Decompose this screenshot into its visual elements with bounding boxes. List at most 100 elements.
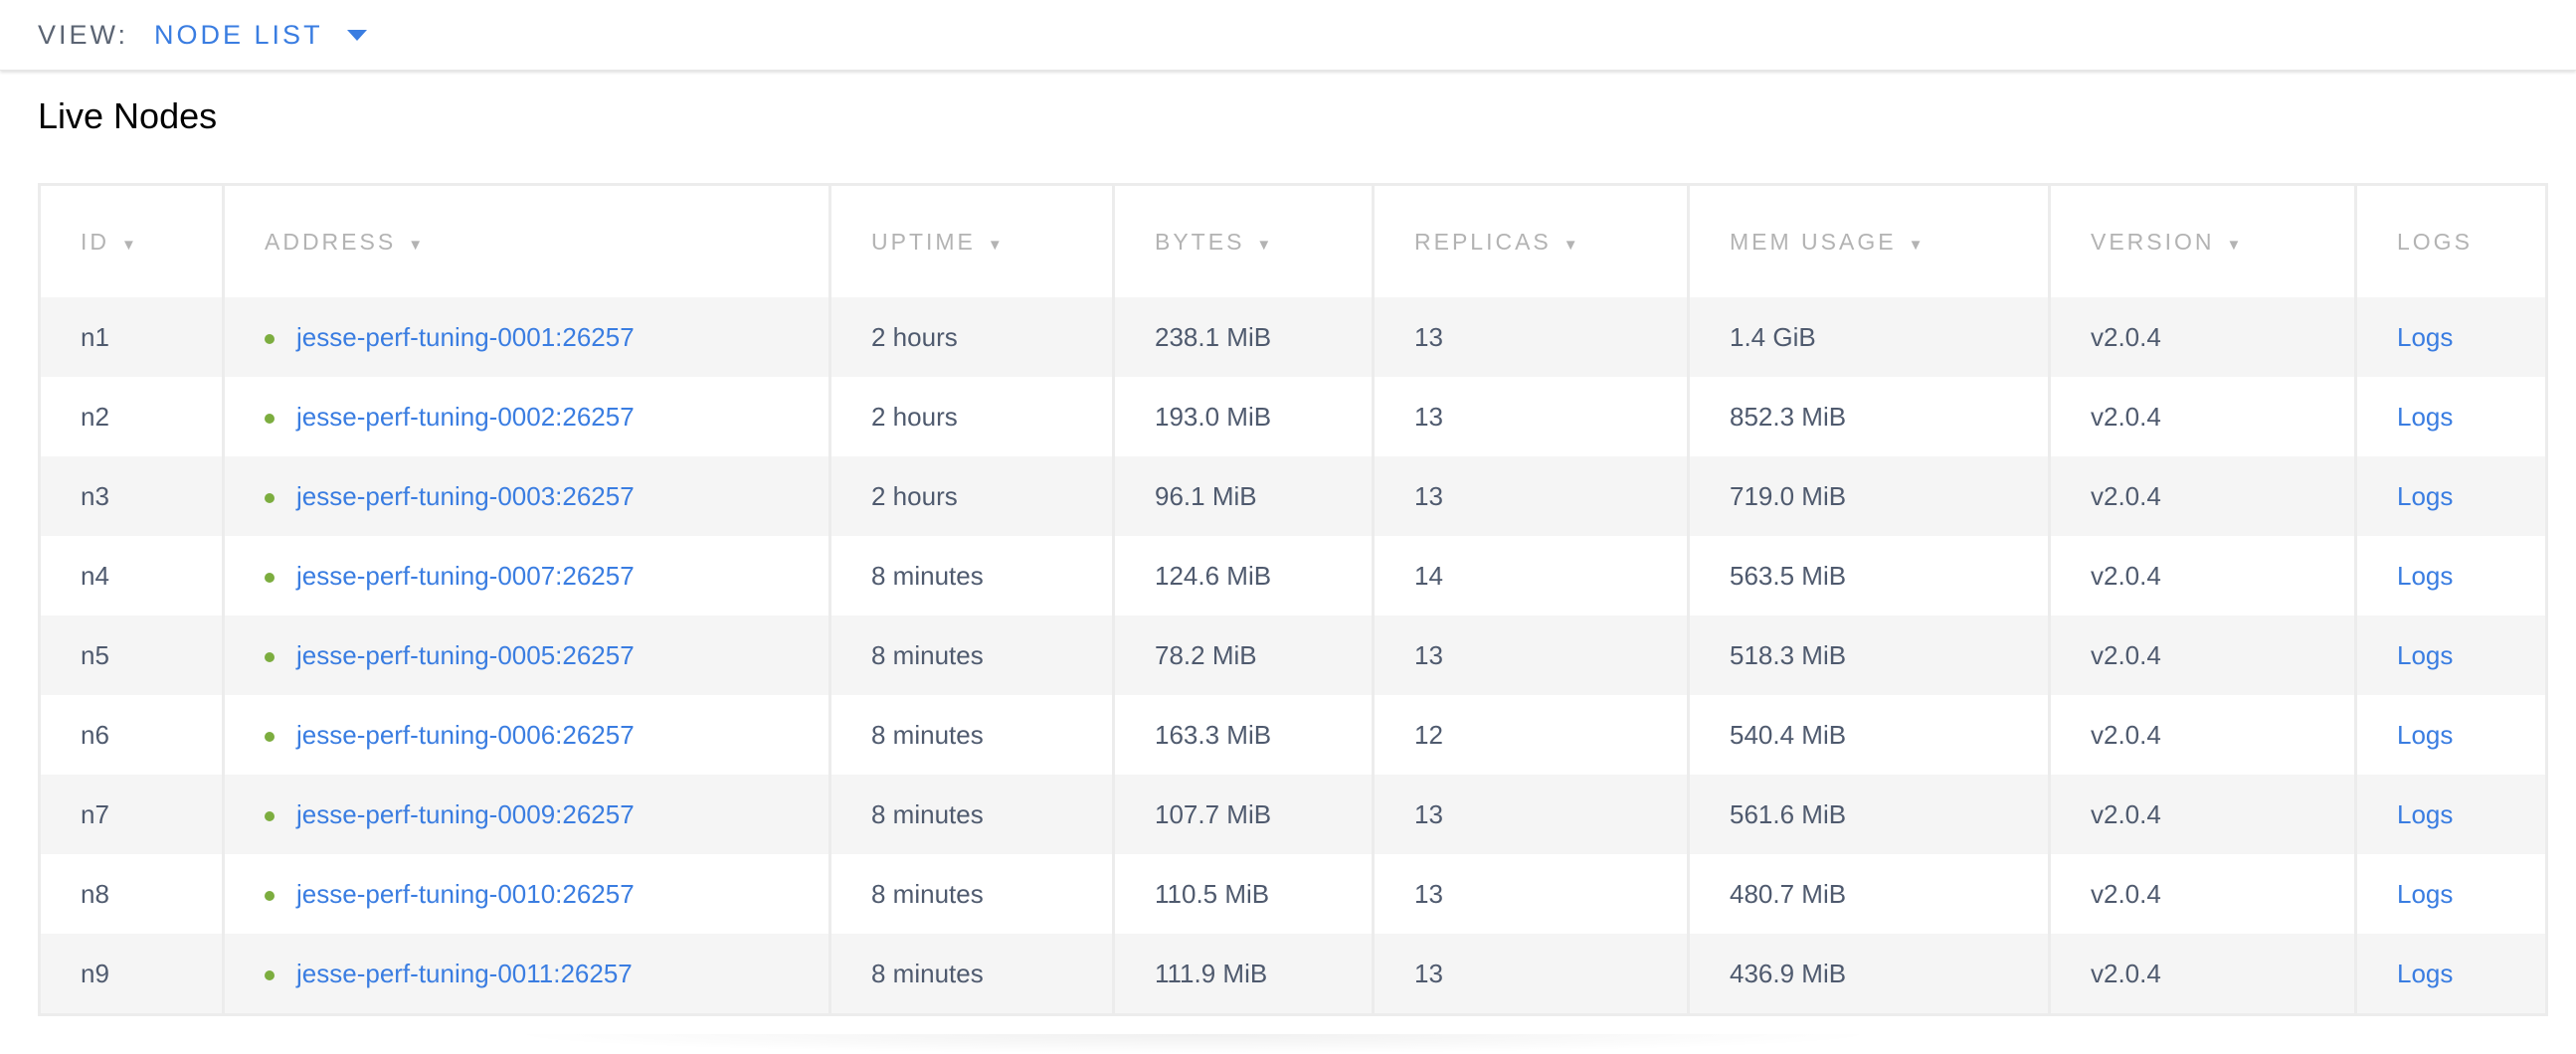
column-header-bytes[interactable]: BYTES ▼	[1112, 184, 1374, 297]
node-address-link[interactable]: jesse-perf-tuning-0002:26257	[296, 401, 635, 432]
node-address-link[interactable]: jesse-perf-tuning-0007:26257	[296, 560, 635, 591]
cell-address: jesse-perf-tuning-0011:26257	[222, 934, 830, 1015]
cell-logs: Logs	[2354, 934, 2547, 1015]
node-address-link[interactable]: jesse-perf-tuning-0001:26257	[296, 321, 635, 352]
node-address-link[interactable]: jesse-perf-tuning-0005:26257	[296, 639, 635, 670]
cell-bytes: 111.9 MiB	[1112, 934, 1374, 1015]
column-header-label: LOGS	[2397, 228, 2473, 255]
table-row: n2 jesse-perf-tuning-0002:26257 2 hours 193…	[38, 377, 2547, 456]
sort-arrow-icon[interactable]: ▼	[121, 236, 136, 254]
sort-arrow-icon[interactable]: ▼	[1908, 236, 1924, 254]
sort-arrow-icon[interactable]: ▼	[987, 236, 1003, 254]
footer-shadow	[497, 1034, 1890, 1054]
cell-version: v2.0.4	[2048, 377, 2356, 456]
table-row: n7 jesse-perf-tuning-0009:26257 8 minutes 1…	[38, 775, 2547, 854]
column-header-uptime[interactable]: UPTIME ▼	[828, 184, 1114, 297]
cell-address: jesse-perf-tuning-0010:26257	[222, 854, 830, 934]
cell-version: v2.0.4	[2048, 934, 2356, 1015]
cell-address: jesse-perf-tuning-0009:26257	[222, 775, 830, 854]
cell-id: n6	[38, 695, 224, 775]
column-header-replicas[interactable]: REPLICAS ▼	[1372, 184, 1689, 297]
logs-link[interactable]: Logs	[2397, 798, 2454, 829]
cell-id: n2	[38, 377, 224, 456]
cell-address: jesse-perf-tuning-0007:26257	[222, 536, 830, 615]
column-header-mem-usage[interactable]: MEM USAGE ▼	[1687, 184, 2050, 297]
column-header-version[interactable]: VERSION ▼	[2048, 184, 2356, 297]
status-live-dot-icon	[265, 572, 275, 583]
cell-mem: 563.5 MiB	[1687, 536, 2050, 615]
cell-address: jesse-perf-tuning-0003:26257	[222, 456, 830, 536]
cell-replicas: 13	[1372, 377, 1689, 456]
logs-link[interactable]: Logs	[2397, 480, 2454, 511]
node-address-link[interactable]: jesse-perf-tuning-0003:26257	[296, 480, 635, 511]
table-row: n4 jesse-perf-tuning-0007:26257 8 minutes 1…	[38, 536, 2547, 615]
column-header-address[interactable]: ADDRESS ▼	[222, 184, 830, 297]
table-row: n6 jesse-perf-tuning-0006:26257 8 minutes 1…	[38, 695, 2547, 775]
logs-link[interactable]: Logs	[2397, 639, 2454, 670]
logs-link[interactable]: Logs	[2397, 719, 2454, 750]
cell-uptime: 8 minutes	[828, 695, 1114, 775]
cell-version: v2.0.4	[2048, 615, 2356, 695]
view-bar: VIEW: NODE LIST	[0, 0, 2576, 71]
sort-arrow-icon[interactable]: ▼	[408, 236, 424, 254]
view-dropdown[interactable]: NODE LIST	[154, 20, 367, 51]
status-live-dot-icon	[265, 492, 275, 503]
cell-replicas: 13	[1372, 456, 1689, 536]
cell-id: n3	[38, 456, 224, 536]
view-label: VIEW:	[38, 19, 129, 50]
cell-replicas: 12	[1372, 695, 1689, 775]
cell-bytes: 107.7 MiB	[1112, 775, 1374, 854]
cell-logs: Logs	[2354, 536, 2547, 615]
cell-version: v2.0.4	[2048, 536, 2356, 615]
table-row: n1 jesse-perf-tuning-0001:26257 2 hours 238…	[38, 297, 2547, 377]
cell-mem: 719.0 MiB	[1687, 456, 2050, 536]
logs-link[interactable]: Logs	[2397, 401, 2454, 432]
cell-logs: Logs	[2354, 377, 2547, 456]
logs-link[interactable]: Logs	[2397, 560, 2454, 591]
cell-logs: Logs	[2354, 297, 2547, 377]
table-row: n3 jesse-perf-tuning-0003:26257 2 hours 96.…	[38, 456, 2547, 536]
cell-address: jesse-perf-tuning-0005:26257	[222, 615, 830, 695]
column-header-label: VERSION	[2091, 228, 2215, 255]
sort-arrow-icon[interactable]: ▼	[2226, 236, 2242, 254]
cell-uptime: 8 minutes	[828, 934, 1114, 1015]
cell-id: n8	[38, 854, 224, 934]
cell-logs: Logs	[2354, 615, 2547, 695]
node-address-link[interactable]: jesse-perf-tuning-0010:26257	[296, 878, 635, 909]
table-row: n9 jesse-perf-tuning-0011:26257 8 minutes 1…	[38, 934, 2547, 1015]
cell-uptime: 2 hours	[828, 377, 1114, 456]
cell-uptime: 8 minutes	[828, 615, 1114, 695]
node-address-link[interactable]: jesse-perf-tuning-0006:26257	[296, 719, 635, 750]
column-header-id[interactable]: ID ▼	[38, 184, 224, 297]
status-live-dot-icon	[265, 413, 275, 424]
cell-address: jesse-perf-tuning-0002:26257	[222, 377, 830, 456]
cell-id: n1	[38, 297, 224, 377]
logs-link[interactable]: Logs	[2397, 321, 2454, 352]
cell-version: v2.0.4	[2048, 297, 2356, 377]
cell-bytes: 96.1 MiB	[1112, 456, 1374, 536]
node-address-link[interactable]: jesse-perf-tuning-0009:26257	[296, 798, 635, 829]
cell-id: n4	[38, 536, 224, 615]
cell-replicas: 13	[1372, 854, 1689, 934]
cell-version: v2.0.4	[2048, 695, 2356, 775]
cell-version: v2.0.4	[2048, 854, 2356, 934]
cell-address: jesse-perf-tuning-0001:26257	[222, 297, 830, 377]
column-header-label: ADDRESS	[265, 228, 397, 255]
nodes-table: ID ▼ ADDRESS ▼ UPTIME ▼ BYTES ▼ REPLICAS ▼ MEM USA…	[38, 183, 2548, 1016]
node-address-link[interactable]: jesse-perf-tuning-0011:26257	[296, 958, 633, 988]
cell-bytes: 163.3 MiB	[1112, 695, 1374, 775]
column-header-label: MEM USAGE	[1730, 228, 1897, 255]
cell-replicas: 13	[1372, 615, 1689, 695]
sort-arrow-icon[interactable]: ▼	[1256, 236, 1272, 254]
status-live-dot-icon	[265, 333, 275, 344]
cell-bytes: 238.1 MiB	[1112, 297, 1374, 377]
sort-arrow-icon[interactable]: ▼	[1563, 236, 1578, 254]
table-header-row: ID ▼ ADDRESS ▼ UPTIME ▼ BYTES ▼ REPLICAS ▼ MEM USA…	[38, 184, 2547, 297]
cell-logs: Logs	[2354, 695, 2547, 775]
cell-bytes: 193.0 MiB	[1112, 377, 1374, 456]
logs-link[interactable]: Logs	[2397, 958, 2454, 988]
cell-mem: 540.4 MiB	[1687, 695, 2050, 775]
cell-uptime: 2 hours	[828, 297, 1114, 377]
logs-link[interactable]: Logs	[2397, 878, 2454, 909]
cell-id: n9	[38, 934, 224, 1015]
